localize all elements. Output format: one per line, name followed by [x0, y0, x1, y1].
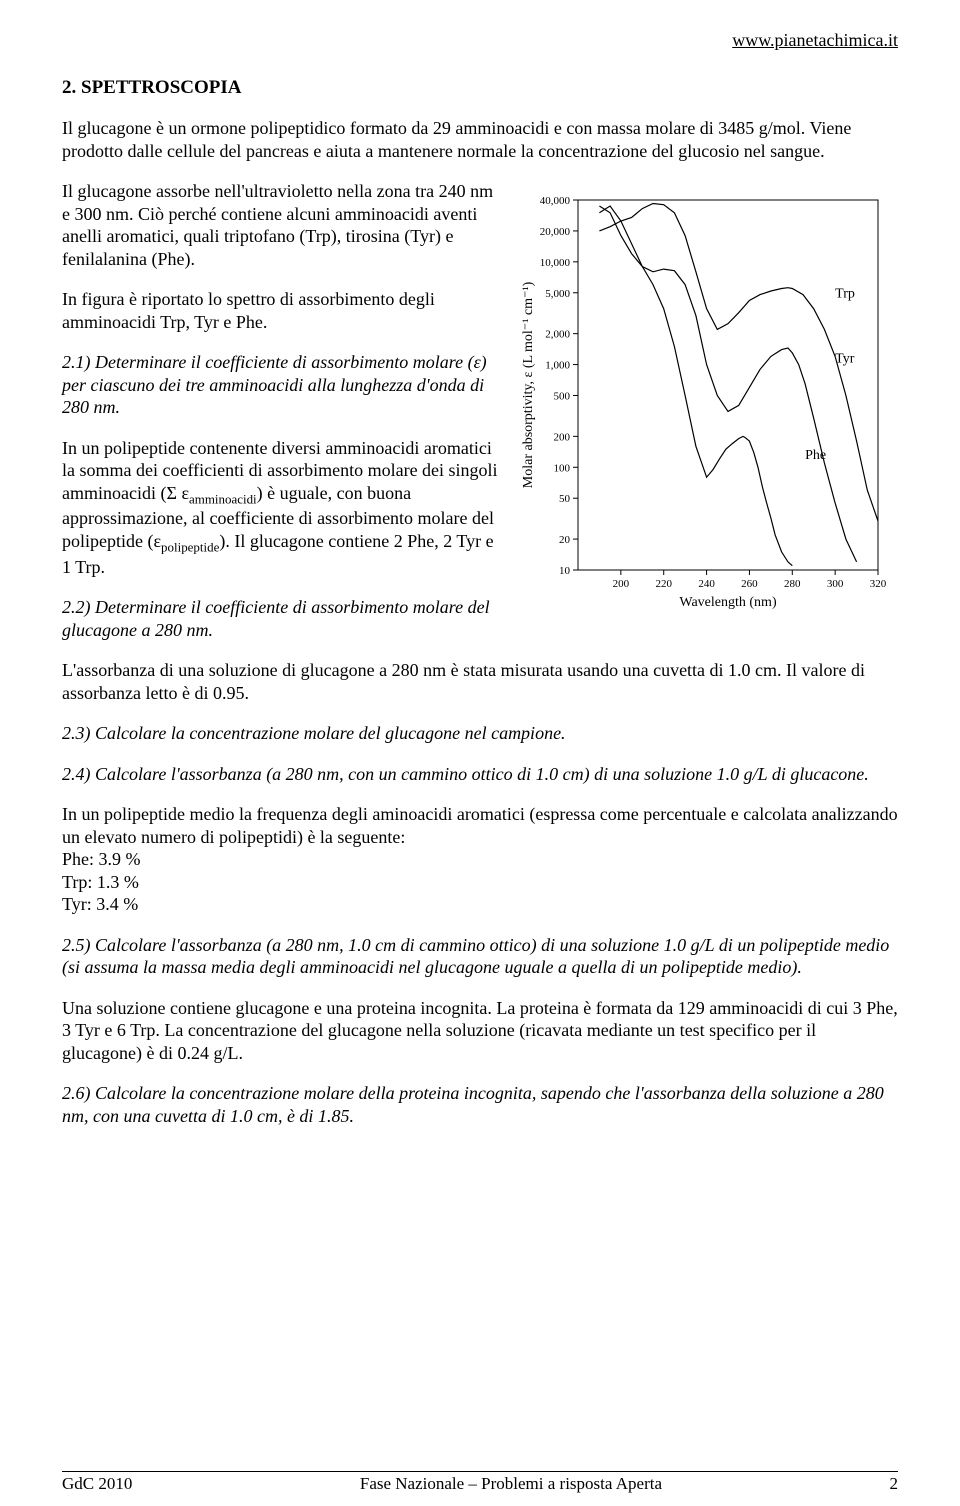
svg-text:240: 240 — [698, 578, 715, 590]
site-url: www.pianetachimica.it — [62, 30, 898, 51]
paragraph-sum-coeffs: In un polipeptide contenente diversi amm… — [62, 437, 500, 579]
svg-text:Tyr: Tyr — [835, 351, 855, 366]
svg-text:Phe: Phe — [805, 448, 826, 463]
question-2-4: 2.4) Calcolare l'assorbanza (a 280 nm, c… — [62, 763, 898, 786]
svg-text:320: 320 — [870, 578, 887, 590]
svg-text:500: 500 — [554, 390, 571, 402]
p5-sub2: polipeptide — [161, 539, 219, 554]
svg-text:20,000: 20,000 — [540, 226, 571, 238]
left-text-column: Il glucagone assorbe nell'ultravioletto … — [62, 180, 500, 659]
svg-text:260: 260 — [741, 578, 758, 590]
svg-text:50: 50 — [559, 493, 571, 505]
svg-text:20: 20 — [559, 534, 571, 546]
paragraph-figure-ref: In figura è riportato lo spettro di asso… — [62, 288, 500, 333]
paragraph-absorbance: L'assorbanza di una soluzione di glucago… — [62, 659, 898, 704]
svg-text:200: 200 — [613, 578, 630, 590]
absorption-chart: 200 220 240 260 280 300 320 10 20 50 100 200 500 1,00… — [518, 180, 898, 620]
paragraph-unknown-protein: Una soluzione contiene glucagone e una p… — [62, 997, 898, 1065]
p5-sub1: amminoacidi — [189, 491, 257, 506]
svg-text:10,000: 10,000 — [540, 257, 571, 269]
footer-left: GdC 2010 — [62, 1474, 132, 1494]
two-column-region: Il glucagone assorbe nell'ultravioletto … — [62, 180, 898, 659]
svg-text:Molar absorptivity, ε (L mol⁻¹: Molar absorptivity, ε (L mol⁻¹ cm⁻¹) — [521, 281, 536, 488]
question-2-2: 2.2) Determinare il coefficiente di asso… — [62, 596, 500, 641]
tyr-percent: Tyr: 3.4 % — [62, 893, 898, 916]
question-2-5: 2.5) Calcolare l'assorbanza (a 280 nm, 1… — [62, 934, 898, 979]
svg-text:300: 300 — [827, 578, 844, 590]
section-title: 2. SPETTROSCOPIA — [62, 77, 898, 99]
svg-text:40,000: 40,000 — [540, 195, 571, 207]
question-2-6: 2.6) Calcolare la concentrazione molare … — [62, 1082, 898, 1127]
question-2-3: 2.3) Calcolare la concentrazione molare … — [62, 722, 898, 745]
footer-right: 2 — [889, 1474, 898, 1494]
phe-percent: Phe: 3.9 % — [62, 848, 898, 871]
svg-text:100: 100 — [554, 462, 571, 474]
svg-text:200: 200 — [554, 431, 571, 443]
svg-text:280: 280 — [784, 578, 801, 590]
footer-center: Fase Nazionale – Problemi a risposta Ape… — [360, 1474, 662, 1494]
svg-text:2,000: 2,000 — [545, 329, 570, 341]
trp-percent: Trp: 1.3 % — [62, 871, 898, 894]
svg-text:5,000: 5,000 — [545, 288, 570, 300]
intro-paragraph: Il glucagone è un ormone polipeptidico f… — [62, 117, 898, 162]
paragraph-avg-freq: In un polipeptide medio la frequenza deg… — [62, 803, 898, 848]
page: www.pianetachimica.it 2. SPETTROSCOPIA I… — [0, 0, 960, 1506]
question-2-1: 2.1) Determinare il coefficiente di asso… — [62, 351, 500, 419]
aa-percent-list: Phe: 3.9 % Trp: 1.3 % Tyr: 3.4 % — [62, 848, 898, 916]
svg-text:Wavelength (nm): Wavelength (nm) — [679, 595, 777, 610]
svg-text:10: 10 — [559, 565, 571, 577]
absorption-chart-svg: 200 220 240 260 280 300 320 10 20 50 100 200 500 1,00… — [518, 180, 898, 620]
svg-text:1,000: 1,000 — [545, 360, 570, 372]
page-footer: GdC 2010 Fase Nazionale – Problemi a ris… — [62, 1471, 898, 1494]
paragraph-uv: Il glucagone assorbe nell'ultravioletto … — [62, 180, 500, 270]
svg-text:220: 220 — [655, 578, 672, 590]
svg-text:Trp: Trp — [835, 286, 855, 301]
